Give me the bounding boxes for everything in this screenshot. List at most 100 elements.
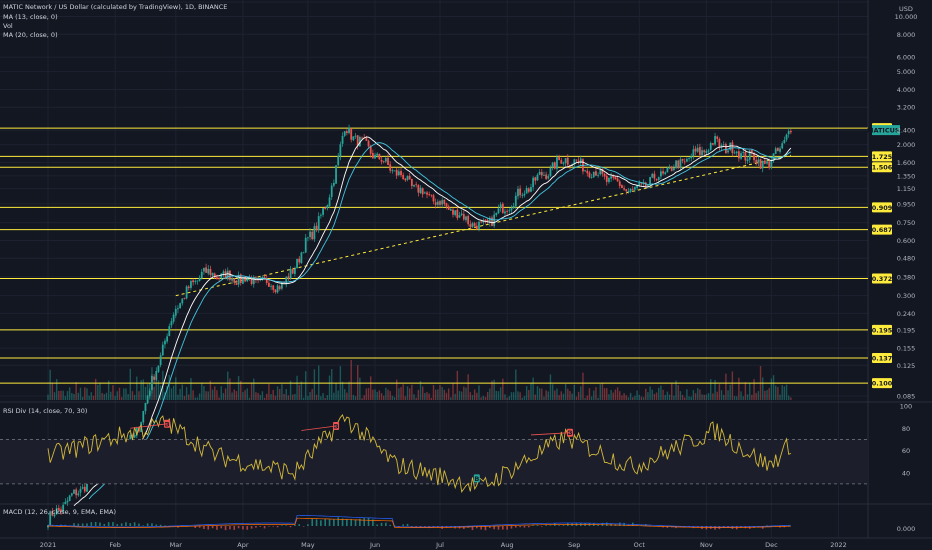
macd-bar [73,523,75,526]
volume-bar [434,389,437,400]
volume-bar [344,389,346,400]
volume-bar [411,384,413,400]
volume-bar [283,393,285,400]
macd-bar [605,522,608,526]
candle-body [75,489,78,496]
volume-bar [547,391,549,400]
volume-bar [207,391,209,400]
candle-body [330,185,333,197]
volume-bar [560,391,562,400]
volume-bar [692,390,695,400]
macd-bar [99,522,101,526]
volume-bar [716,391,718,400]
candle-body [614,177,617,180]
volume-bar [201,383,203,400]
volume-bar [454,393,456,400]
volume-bar [556,388,558,400]
candle-body [521,194,524,196]
macd-bar [155,524,158,526]
volume-bar [424,393,426,400]
volume-bar [367,388,370,400]
candle-body [380,159,383,162]
volume-bar [58,391,60,400]
volume-bar [450,397,452,400]
price-axis-tick: 6.000 [897,54,916,62]
candle-body [259,278,262,280]
candle-body [393,170,396,172]
volume-bar [764,390,766,400]
candle-body [332,182,335,186]
candle-body [205,267,208,273]
volume-bar [647,392,649,400]
price-axis-tick: 0.950 [897,200,916,208]
candle-body [374,154,376,159]
candle-body [454,210,457,216]
candle-body [475,225,478,230]
volume-bar [590,396,593,400]
candle-body [729,142,732,150]
volume-bar [671,383,673,400]
macd-bar [471,526,474,531]
candle-body [757,159,760,163]
candle-body [166,336,169,342]
volume-bar [417,389,420,400]
volume-bar [300,381,303,400]
volume-bar [231,392,233,400]
candle-body [428,194,431,196]
level-tag [872,224,892,235]
volume-bar [261,391,264,400]
volume-bar [387,389,389,400]
candle-body [421,188,424,195]
volume-bar [359,377,361,400]
volume-bar [703,394,705,400]
time-axis-tick: Jul [435,541,444,549]
candle-body [588,172,591,178]
candle-body [443,199,446,204]
candle-body [311,231,314,240]
macd-bar [761,526,764,529]
macd-bar [766,525,768,526]
macd-bar [107,522,110,526]
candle-body [586,170,589,174]
candle-body [289,268,292,279]
volume-bar [73,394,75,400]
price-axis-tick: 0.380 [897,273,916,281]
macd-bar [515,526,517,528]
volume-bar [787,395,790,400]
volume-bar [257,392,259,400]
candle-body [657,177,660,180]
candle-body [339,144,342,157]
time-axis-tick: Jun [369,541,380,549]
macd-bar [194,526,197,528]
macd-bar [285,525,288,526]
indicator-ma20: MA (20, close, 0) [3,31,58,39]
macd-bar [90,522,93,526]
volume-bar [60,390,62,400]
candle-body [200,271,203,279]
volume-bar [707,393,710,400]
candle-body [235,283,238,285]
candle-body [543,175,545,176]
candle-body [322,208,324,215]
macd-bar [220,526,223,529]
candle-body [268,282,270,287]
volume-bar [489,388,491,400]
macd-bar [618,522,621,526]
candle-body [81,487,84,489]
candle-body [220,273,223,279]
candle-body [352,136,355,141]
candle-body [177,308,179,310]
volume-bar [84,387,86,400]
volume-bar [81,396,84,400]
candle-body [426,192,428,195]
time-axis-tick: Apr [237,541,249,549]
rsi-axis-tick: 40 [902,469,910,477]
candle-body [439,201,441,205]
candle-body [774,148,777,154]
candle-body [679,159,682,169]
candle-body [772,153,775,161]
macd-bar [324,518,327,526]
candle-body [60,509,62,512]
candle-body [727,150,729,153]
